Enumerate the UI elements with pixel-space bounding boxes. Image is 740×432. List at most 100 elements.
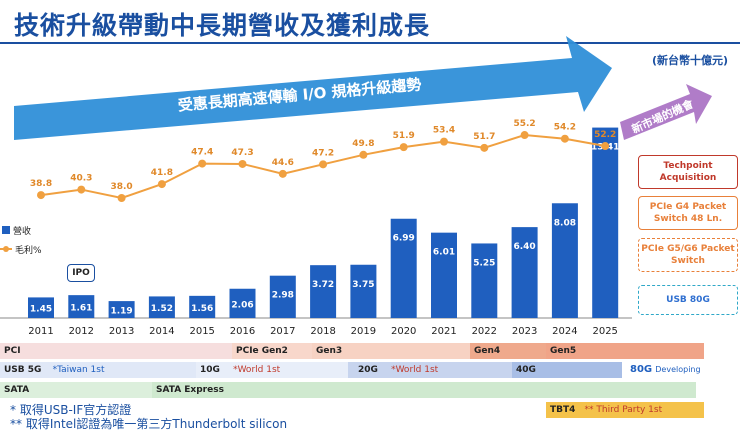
margin-point-2015 — [198, 159, 207, 168]
margin-point-2017 — [278, 169, 287, 178]
margin-label-2023: 55.2 — [513, 119, 535, 129]
margin-point-2012 — [77, 185, 86, 194]
margin-label-2025: 52.2 — [594, 130, 616, 140]
bar-2021 — [431, 232, 457, 318]
bar-value-2017: 2.98 — [272, 291, 294, 301]
legend-revenue-swatch — [2, 226, 10, 234]
margin-point-2025 — [601, 142, 610, 151]
bar-value-2011: 1.45 — [30, 305, 52, 315]
margin-point-2019 — [359, 150, 368, 159]
side-box-pcie-g5g6: PCIe G5/G6 Packet Switch — [638, 238, 738, 272]
band-gen4: Gen4 — [470, 343, 546, 359]
band-80g: 80G Developing — [630, 364, 701, 375]
x-tick-2012: 2012 — [69, 326, 94, 337]
margin-point-2023 — [520, 131, 529, 140]
bar-value-2021: 6.01 — [433, 248, 455, 258]
x-tick-2020: 2020 — [391, 326, 416, 337]
margin-point-2013 — [117, 194, 126, 202]
band-pci: PCI — [0, 343, 232, 359]
opportunity-arrow — [620, 84, 712, 140]
legend-margin-label: 毛利% — [15, 244, 42, 256]
bar-2025 — [592, 127, 619, 318]
margin-point-2014 — [157, 180, 166, 189]
ipo-label: IPO — [67, 264, 95, 282]
band-sata: SATA — [0, 382, 152, 398]
margin-label-2011: 38.8 — [30, 179, 52, 189]
band-pcie-gen2: PCIe Gen2 — [232, 343, 312, 359]
margin-point-2016 — [238, 159, 247, 168]
page-title: 技術升級帶動中長期營收及獲利成長 — [14, 11, 431, 40]
margin-point-2018 — [319, 160, 328, 169]
bar-value-2022: 5.25 — [473, 258, 495, 268]
x-tick-2024: 2024 — [552, 326, 577, 337]
bar-value-2016: 2.06 — [231, 300, 253, 310]
band-gen3: Gen3 — [312, 343, 470, 359]
bar-value-2020: 6.99 — [393, 234, 415, 244]
bar-2012 — [68, 295, 95, 318]
bar-2017 — [269, 275, 296, 318]
margin-label-2013: 38.0 — [110, 182, 132, 192]
side-box-techpoint: Techpoint Acquisition — [638, 155, 738, 189]
x-tick-2021: 2021 — [431, 326, 456, 337]
band-usb5g: USB 5G *Taiwan 1st — [0, 362, 196, 378]
x-tick-2017: 2017 — [270, 326, 295, 337]
x-tick-2022: 2022 — [472, 326, 497, 337]
band-tbt4: TBT4 ** Third Party 1st — [546, 402, 704, 418]
title-divider — [0, 42, 740, 44]
x-tick-2018: 2018 — [310, 326, 335, 337]
margin-label-2017: 44.6 — [272, 158, 294, 168]
margin-point-2020 — [399, 143, 408, 152]
band-40g: 40G — [512, 362, 622, 378]
margin-label-2015: 47.4 — [191, 148, 213, 158]
bar-2024 — [551, 203, 578, 318]
margin-point-2024 — [560, 134, 569, 143]
margin-label-2022: 51.7 — [473, 132, 495, 142]
margin-label-2020: 51.9 — [393, 131, 415, 141]
bar-2013 — [108, 301, 135, 318]
x-tick-2015: 2015 — [189, 326, 214, 337]
bar-2011 — [28, 297, 54, 318]
margin-label-2019: 49.8 — [352, 139, 374, 149]
trend-arrow — [14, 36, 612, 140]
x-tick-2013: 2013 — [109, 326, 134, 337]
margin-point-2011 — [37, 191, 45, 200]
margin-label-2016: 47.3 — [231, 148, 253, 158]
x-tick-2011: 2011 — [28, 326, 53, 337]
bar-value-2018: 3.72 — [312, 280, 334, 290]
x-tick-2016: 2016 — [230, 326, 255, 337]
legend-margin-marker — [3, 246, 9, 252]
bar-2020 — [390, 218, 417, 318]
bar-2014 — [148, 296, 175, 318]
margin-point-2022 — [480, 143, 489, 152]
bar-2019 — [350, 264, 377, 318]
margin-label-2021: 53.4 — [433, 126, 455, 136]
footnote-usb-if: * 取得USB-IF官方認證 — [10, 403, 132, 417]
bar-2015 — [189, 295, 216, 318]
band-20g: 20G *World 1st — [348, 362, 512, 378]
margin-label-2012: 40.3 — [70, 174, 92, 184]
side-box-usb80g: USB 80G — [638, 285, 738, 315]
bar-value-2015: 1.56 — [191, 304, 213, 314]
x-tick-2025: 2025 — [592, 326, 617, 337]
bar-value-2023: 6.40 — [513, 242, 535, 252]
x-tick-2023: 2023 — [512, 326, 537, 337]
bar-2022 — [471, 243, 498, 318]
bar-2018 — [310, 265, 337, 318]
legend-revenue-label: 營收 — [13, 225, 31, 237]
side-box-pcie-g4: PCIe G4 Packet Switch 48 Ln. — [638, 196, 738, 230]
band-sata-express: SATA Express — [152, 382, 696, 398]
unit-label: (新台幣十億元) — [651, 54, 728, 67]
band-10g: 10G *World 1st — [196, 362, 348, 378]
bar-value-2024: 8.08 — [554, 218, 576, 228]
margin-label-2024: 54.2 — [554, 123, 576, 133]
bar-value-2019: 3.75 — [352, 280, 374, 290]
bar-2016 — [229, 288, 256, 318]
x-tick-2019: 2019 — [351, 326, 376, 337]
bar-value-2012: 1.61 — [70, 304, 92, 314]
x-tick-2014: 2014 — [149, 326, 174, 337]
margin-label-2018: 47.2 — [312, 148, 334, 158]
band-gen5: Gen5 — [546, 343, 704, 359]
bar-value-2014: 1.52 — [151, 304, 173, 314]
bar-2023 — [511, 227, 538, 318]
